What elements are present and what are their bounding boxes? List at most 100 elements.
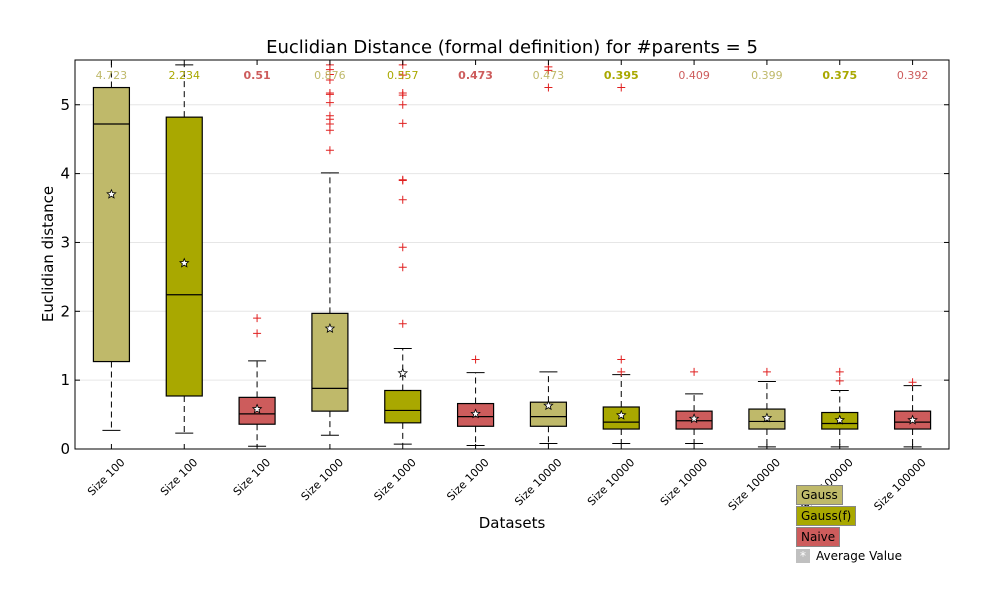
y-tick-label: 3 — [60, 233, 70, 251]
outlier-point — [398, 71, 407, 80]
outlier-point — [544, 83, 553, 92]
outlier-point — [398, 100, 407, 109]
box-group — [311, 60, 349, 436]
x-tick-label: Size 1000 — [371, 456, 418, 503]
y-tick-label: 1 — [60, 371, 70, 389]
outlier-point — [398, 175, 407, 184]
mean-star-marker — [615, 409, 627, 420]
box-iqr — [92, 86, 131, 363]
outlier-point — [253, 329, 262, 338]
x-tick-label: Size 100 — [158, 456, 200, 498]
outlier-point — [325, 111, 334, 120]
average-star-icon: * — [796, 549, 810, 563]
top-value-label: 0.395 — [604, 69, 639, 82]
legend-item-gaussf: Gauss(f) — [796, 506, 857, 526]
outlier-point — [398, 195, 407, 204]
outlier-point — [908, 378, 917, 387]
chart-title: Euclidian Distance (formal definition) f… — [266, 37, 758, 58]
top-value-label: 0.557 — [387, 69, 419, 82]
box-group — [602, 83, 640, 444]
outlier-point — [398, 243, 407, 252]
top-value-label: 0.399 — [751, 69, 783, 82]
boxes-layer — [92, 59, 932, 448]
mean-star-marker — [397, 367, 409, 378]
y-tick-label: 0 — [60, 440, 70, 458]
mean-star-marker — [543, 400, 554, 411]
legend-item-naive: Naive — [796, 527, 841, 547]
mean-star-marker — [688, 413, 700, 424]
box-group — [238, 314, 276, 447]
x-tick-label: Size 100000 — [726, 456, 783, 513]
legend-swatch-gauss: Gauss — [796, 485, 843, 505]
top-value-label: 0.876 — [314, 69, 346, 82]
y-tick-label: 4 — [60, 165, 70, 183]
box-group — [384, 60, 422, 445]
outlier-point — [762, 367, 771, 376]
box-group — [529, 62, 568, 444]
box-group — [92, 59, 131, 431]
mean-star-marker — [178, 257, 190, 268]
box-group — [165, 64, 203, 434]
outlier-point — [253, 314, 262, 323]
legend-average-label: Average Value — [816, 549, 903, 563]
mean-star-marker — [324, 322, 336, 334]
mean-star-marker — [106, 188, 117, 199]
outlier-point — [617, 83, 626, 92]
x-tick-label: Size 100000 — [871, 456, 928, 513]
outlier-point — [325, 146, 334, 155]
x-axis-label: Datasets — [479, 514, 546, 532]
legend-swatch-naive: Naive — [796, 527, 841, 547]
top-value-label: 0.409 — [678, 69, 710, 82]
outlier-point — [325, 89, 334, 98]
outlier-point — [398, 89, 407, 98]
x-tick-label: Size 10000 — [585, 456, 637, 508]
top-labels-layer: 4.723 2.234 0.51 0.876 0.557 0.473 0.473 0.395 0… — [96, 69, 929, 82]
box-group — [456, 355, 495, 447]
y-tick-label: 2 — [60, 302, 70, 320]
x-tick-label: Size 1000 — [299, 456, 346, 503]
grid-lines — [75, 104, 949, 381]
outlier-point — [398, 263, 407, 272]
top-value-label: 0.375 — [822, 69, 857, 82]
y-tick-label: 5 — [60, 96, 70, 114]
mean-star-marker — [251, 403, 263, 414]
outlier-point — [835, 367, 844, 376]
y-axis-label: Euclidian distance — [39, 186, 57, 322]
outlier-point — [617, 355, 626, 364]
outlier-point — [690, 367, 699, 376]
box-iqr — [165, 116, 203, 397]
plot-frame — [74, 59, 950, 450]
box-group — [821, 367, 859, 448]
outlier-point — [398, 319, 407, 328]
box-group — [675, 367, 713, 444]
top-value-label: 2.234 — [169, 69, 201, 82]
outlier-point — [471, 355, 480, 364]
mean-star-marker — [834, 414, 846, 425]
legend-swatch-gaussf: Gauss(f) — [796, 506, 857, 526]
top-value-label: 0.473 — [533, 69, 565, 82]
top-value-label: 0.473 — [458, 69, 493, 82]
x-tick-label: Size 100 — [231, 456, 273, 498]
mean-star-marker — [761, 412, 773, 423]
top-value-label: 0.51 — [244, 69, 271, 82]
mean-star-marker — [907, 414, 918, 425]
legend-item-gauss: Gauss — [796, 485, 843, 505]
legend-item-average: * Average Value — [796, 549, 902, 563]
x-tick-label: Size 100 — [85, 456, 127, 498]
outlier-point — [835, 376, 844, 385]
box-iqr — [384, 389, 422, 424]
outlier-point — [325, 98, 334, 107]
outlier-point — [617, 367, 626, 376]
x-tick-label: Size 10000 — [658, 456, 710, 508]
x-tick-label: Size 1000 — [444, 456, 491, 503]
mean-star-marker — [470, 408, 481, 419]
box-iqr — [602, 406, 640, 430]
outlier-point — [398, 119, 407, 128]
x-tick-label: Size 10000 — [512, 456, 564, 508]
top-value-label: 0.392 — [897, 69, 929, 82]
top-value-label: 4.723 — [96, 69, 128, 82]
box-group — [893, 378, 932, 448]
box-iqr — [311, 312, 349, 412]
